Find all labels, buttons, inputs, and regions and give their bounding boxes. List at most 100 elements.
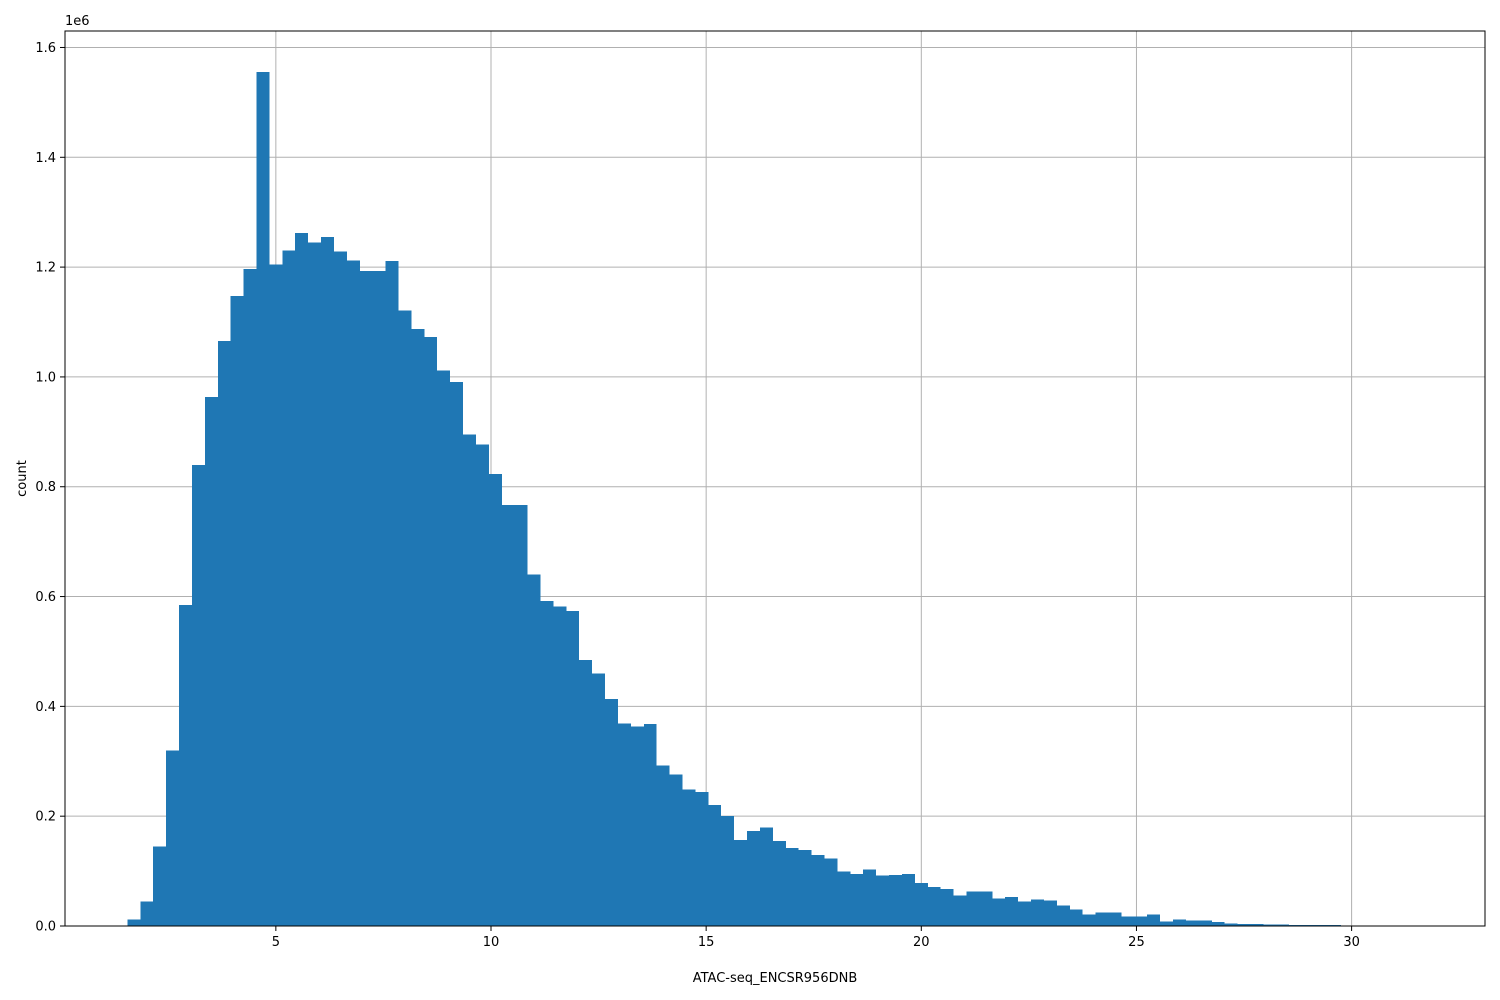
histogram-bar [359, 270, 373, 926]
y-axis-label: count [15, 460, 30, 497]
histogram-bar [669, 774, 683, 926]
histogram-bar [1327, 924, 1341, 926]
histogram-bar [940, 889, 954, 926]
histogram-bar [979, 891, 993, 926]
histogram-bar [734, 839, 748, 926]
histogram-bar [166, 750, 180, 926]
histogram-bars [127, 72, 1406, 927]
histogram-bar [708, 805, 722, 926]
plot-area-frame [64, 30, 1486, 927]
histogram-bar [1173, 919, 1186, 926]
histogram-bar [1160, 921, 1174, 926]
histogram-bar [863, 869, 877, 926]
histogram-bar [1018, 901, 1032, 926]
histogram-bar [1069, 909, 1083, 926]
histogram-bar [605, 699, 618, 926]
histogram-bar [269, 264, 283, 926]
histogram-bar [295, 233, 309, 927]
histogram-bar [501, 504, 515, 926]
y-tick-label: 1.6 [35, 41, 56, 56]
histogram-bar [514, 504, 528, 926]
y-tick-label: 0.6 [35, 590, 56, 605]
histogram-bar [747, 831, 760, 926]
histogram-bar [798, 850, 812, 926]
x-tick-label: 20 [913, 935, 930, 950]
histogram-bar [321, 236, 334, 926]
x-axis-ticks: 5 10 15 20 25 30 [272, 926, 1360, 950]
x-axis-label: ATAC-seq_ENCSR956DNB [693, 971, 858, 986]
histogram-bar [153, 846, 167, 926]
histogram-bar [966, 891, 980, 926]
histogram-bar [927, 887, 941, 926]
histogram-bar [617, 723, 631, 926]
histogram-bar [424, 336, 438, 927]
histogram-bar [1302, 924, 1316, 926]
histogram-bar [656, 765, 670, 926]
y-tick-label: 0.8 [35, 480, 56, 495]
histogram-bar [398, 310, 412, 927]
histogram-bar [333, 251, 347, 927]
histogram-bar [553, 606, 567, 926]
histogram-bar [772, 840, 786, 926]
y-axis-offset-label: 1e6 [65, 14, 90, 29]
histogram-bar [385, 261, 399, 926]
histogram-bar [1224, 923, 1238, 926]
histogram-bar [1198, 920, 1212, 926]
histogram-bar [308, 242, 322, 927]
histogram-bar [953, 895, 967, 926]
histogram-bar [1263, 924, 1277, 926]
histogram-bar [1289, 924, 1303, 926]
histogram-bar [579, 660, 593, 926]
histogram-bar [540, 600, 554, 926]
histogram-bar [243, 268, 257, 926]
histogram-bar [914, 883, 928, 926]
histogram-bar [1121, 916, 1135, 926]
histogram-bar [850, 873, 864, 926]
histogram-bar [475, 444, 489, 926]
x-tick-label: 30 [1343, 935, 1360, 950]
histogram-bar [901, 873, 915, 926]
y-axis-ticks: 0.0 0.2 0.4 0.6 0.8 1.0 1.2 1.4 1.6 [35, 41, 65, 935]
histogram-bar [1005, 896, 1019, 926]
histogram-bar [592, 673, 606, 926]
histogram-bar [1315, 924, 1328, 926]
histogram-bar [785, 848, 799, 926]
histogram-bar [1185, 920, 1199, 926]
histogram-bar [1108, 912, 1122, 926]
histogram-bar [811, 855, 825, 926]
histogram-bar [1237, 923, 1251, 926]
histogram-bar [1031, 899, 1044, 926]
histogram-bar [179, 604, 192, 926]
histogram-bar [140, 901, 154, 926]
histogram-bar [127, 919, 141, 926]
histogram-bar [437, 370, 451, 926]
histogram-bar [630, 726, 644, 926]
x-tick-label: 10 [483, 935, 500, 950]
histogram-bar [527, 574, 541, 926]
y-tick-label: 1.4 [35, 151, 56, 166]
y-tick-label: 0.2 [35, 810, 56, 825]
histogram-bar [759, 827, 773, 926]
histogram-bar [372, 270, 386, 926]
histogram-bar [463, 434, 476, 926]
x-tick-label: 5 [272, 935, 280, 950]
histogram-bar [1276, 924, 1290, 926]
y-tick-label: 0.4 [35, 700, 56, 715]
histogram-bar [346, 260, 360, 926]
histogram-bar [230, 296, 244, 926]
histogram-bar [1082, 914, 1096, 926]
histogram-bar [889, 874, 902, 926]
histogram-bar [721, 816, 735, 926]
histogram-bar [1095, 912, 1109, 926]
histogram-bar [643, 723, 657, 926]
y-tick-label: 1.0 [35, 370, 56, 385]
histogram-bar [282, 250, 296, 926]
x-tick-label: 25 [1128, 935, 1145, 950]
histogram-bar [1056, 905, 1070, 926]
histogram-bar [1250, 923, 1264, 926]
histogram-bar [1043, 900, 1057, 926]
histogram-bar [1134, 916, 1148, 926]
y-tick-label: 0.0 [35, 920, 56, 935]
histogram-bar [1147, 914, 1161, 926]
